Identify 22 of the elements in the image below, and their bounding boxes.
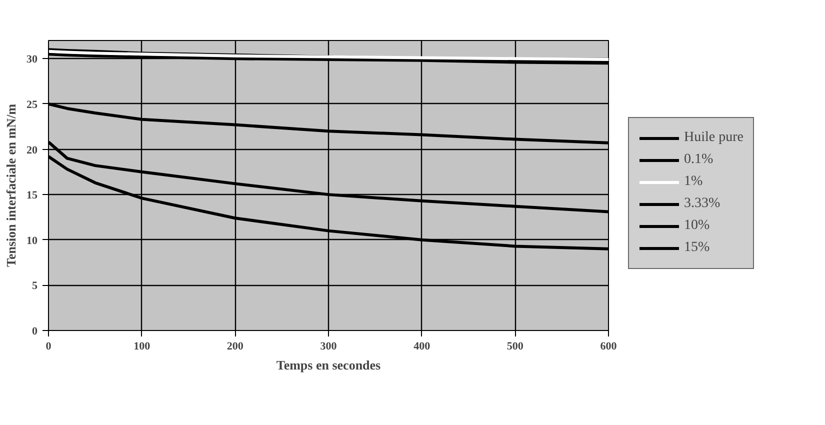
x-tick-label: 300 — [320, 340, 338, 352]
x-tick-label: 200 — [226, 340, 244, 352]
y-tick-label: 0 — [32, 326, 38, 338]
x-axis-title: Temps en secondes — [276, 358, 381, 372]
y-tick-label: 20 — [26, 144, 38, 156]
legend-label: 3.33% — [684, 196, 720, 212]
y-axis-title: Tension interfaciale en mN/m — [4, 104, 18, 268]
x-tick-label: 400 — [414, 340, 431, 352]
legend-label: Huile pure — [684, 130, 744, 146]
legend-label: 10% — [684, 218, 710, 234]
legend-label: 0.1% — [684, 152, 714, 168]
y-tick-label: 5 — [32, 280, 38, 292]
y-tick-label: 30 — [26, 54, 38, 66]
x-tick-label: 500 — [506, 340, 524, 352]
legend-label: 15% — [684, 240, 710, 256]
legend-label: 1% — [684, 174, 704, 190]
x-tick-label: 600 — [600, 340, 618, 352]
x-tick-label: 100 — [134, 340, 151, 352]
y-tick-label: 10 — [26, 234, 38, 247]
y-tick-label: 25 — [26, 98, 38, 111]
x-tick-label: 0 — [46, 340, 52, 352]
y-tick-label: 15 — [26, 190, 38, 202]
